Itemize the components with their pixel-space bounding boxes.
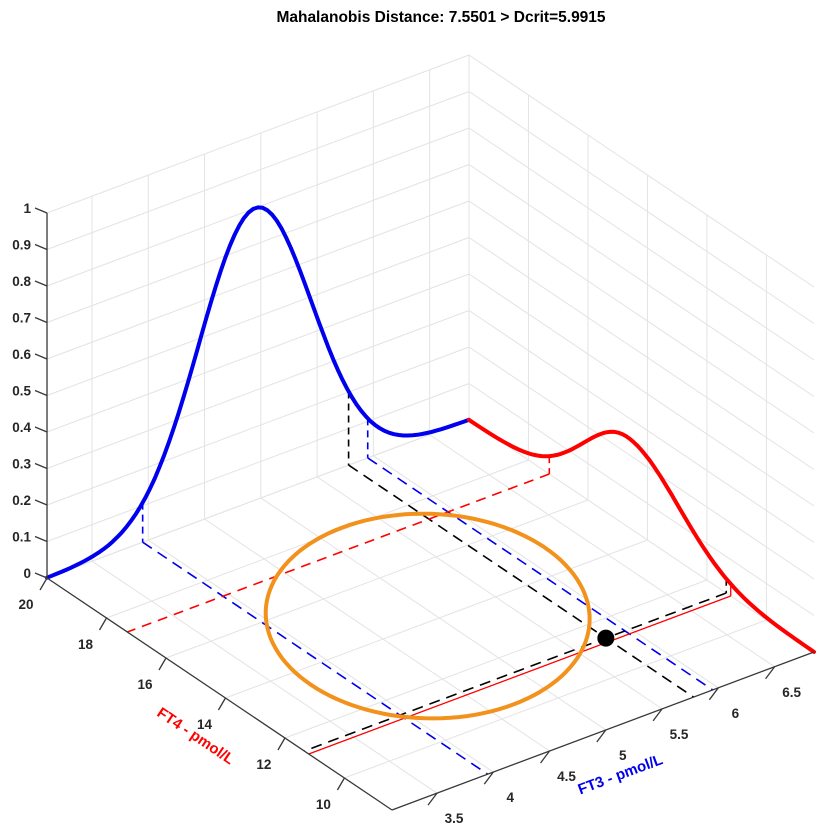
plot-title: Mahalanobis Distance: 7.5501 > Dcrit=5.9… [276,9,606,26]
wall-grid-line [46,54,470,214]
z-tick [34,499,48,506]
z-tick [34,535,48,543]
ft3-tick [652,708,663,722]
ft4-axis-line [46,577,393,811]
ft4-density-curve [467,417,816,654]
ft3-tick-label: 3.5 [445,811,464,826]
z-tick-label: 0.7 [12,311,31,326]
ft4-tick-label: 14 [197,717,213,732]
ft3-tick [765,666,776,680]
ft4-axis-label: FT4 - pmol/L [154,704,237,768]
z-tick-label: 0.5 [12,384,31,399]
reference-lines [127,391,732,775]
wall-grid-line [46,91,470,250]
ft3-axis-line [391,651,815,811]
wall-grid-line [46,346,470,506]
wall-grid-line [468,383,815,616]
wall-grid-line [468,54,815,288]
z-tick-label: 0.8 [12,274,31,289]
wall-grid-line [468,200,815,434]
ft3-tick [708,687,719,701]
ft4-lower-floor-line [308,595,731,755]
z-tick-label: 0.1 [12,530,31,545]
floor-grid-line [204,518,550,752]
wall-grid-line [468,237,815,470]
z-tick [34,572,48,579]
floor-grid-line [46,419,470,579]
wall-grid-line [46,200,470,360]
z-tick [34,426,48,433]
ft4-tick [217,697,227,711]
ft3-limit-floor-line [142,541,489,775]
z-tick-label: 0 [24,566,32,581]
ft3-limit-floor-line [367,457,714,691]
ft3-tick-label: 4 [507,790,515,805]
z-tick-label: 0.9 [12,238,31,253]
wall-grid-line [46,237,470,396]
ft4-tick [158,657,167,671]
floor-grid-line [165,499,589,659]
floor-grid-line [91,560,438,794]
z-tick [34,316,48,324]
wall-grid-line [468,91,815,324]
wall-grid-line [46,310,470,469]
ft3-tick [427,792,438,806]
z-tick [34,353,48,360]
patient-ft3-floor-line [348,464,695,698]
ft4-tick [277,737,286,751]
ft3-tick-label: 6.5 [782,685,801,700]
floor-grid-line [429,434,775,668]
ft3-tick [483,771,494,785]
floor-grid-line [316,476,663,710]
ft4-tick-label: 18 [78,637,94,652]
ft3-tick-label: 4.5 [557,769,576,784]
floor-grid-line [373,455,719,689]
ft4-upper-floor-line [127,473,550,633]
z-tick [34,243,48,251]
floor-grid-line [284,579,708,739]
wall-grid-line [468,310,815,543]
z-tick-label: 0.4 [12,420,31,435]
ft3-tick-label: 5.5 [670,727,689,742]
ft4-tick-label: 16 [137,677,153,692]
wall-grid-line [468,419,815,653]
wall-grid-line [46,164,470,323]
ft3-tick [540,750,551,764]
axes [34,207,815,811]
z-tick-label: 1 [24,201,32,216]
ft3-tick-label: 5 [619,748,627,763]
ft4-tick-label: 12 [256,757,271,772]
patient-ft4-floor-line [303,592,727,752]
z-tick [34,462,48,470]
z-tick-label: 0.2 [12,493,31,508]
ft3-density-curve [45,205,471,580]
ft4-tick [336,777,345,791]
wall-grid-line [468,346,815,580]
ft4-tick [98,617,108,631]
z-tick-label: 0.3 [12,457,31,472]
ft3-tick-label: 6 [732,706,740,721]
floor-grid-line [260,497,607,731]
wall-grid-line [468,127,815,361]
patient-point [597,629,615,647]
ft3-tick [596,729,607,743]
ft4-tick-label: 10 [316,797,331,812]
wall-grid-line [46,383,470,542]
z-tick [34,207,48,214]
floor-grid-line [148,539,494,773]
grid-lines [46,54,815,794]
tolerance-ellipse [263,511,592,721]
wall-grid-line [468,273,815,507]
ft4-tick [39,577,48,591]
wall-grid-line [46,273,470,433]
z-tick [34,280,48,287]
z-tick [34,389,48,397]
floor-grid-line [344,619,767,779]
ft4-tick-label: 20 [19,597,34,612]
wall-grid-line [468,164,815,397]
z-tick-label: 0.6 [12,347,31,362]
